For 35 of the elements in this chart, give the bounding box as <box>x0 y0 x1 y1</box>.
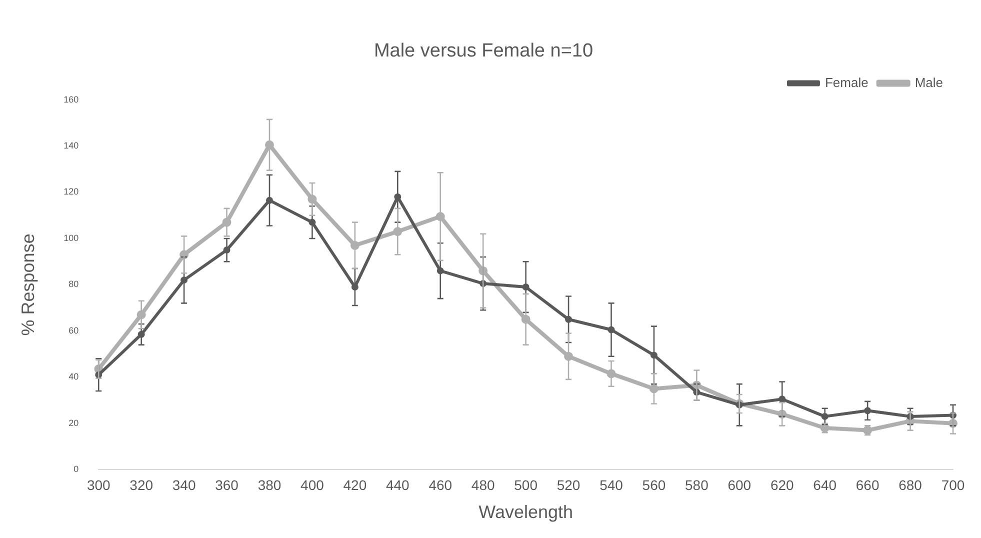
legend-label: Female <box>824 74 868 90</box>
x-tick-label: 420 <box>343 476 367 493</box>
x-tick-label: 360 <box>215 476 239 493</box>
x-tick-label: 340 <box>172 476 196 493</box>
x-tick-label: 500 <box>514 476 538 493</box>
x-tick-label: 440 <box>386 476 410 493</box>
x-tick-label: 700 <box>941 476 965 493</box>
x-tick-label: 580 <box>685 476 709 493</box>
x-tick-label: 520 <box>556 476 580 493</box>
y-tick-label: 160 <box>64 94 79 104</box>
x-tick-label: 660 <box>856 476 880 493</box>
x-tick-label: 480 <box>471 476 495 493</box>
x-tick-label: 300 <box>86 476 111 493</box>
legend-label: Male <box>914 74 944 90</box>
y-tick-label: 40 <box>68 372 79 382</box>
x-tick-label: 680 <box>898 476 922 493</box>
x-tick-label: 460 <box>428 476 452 493</box>
x-axis-title: Wavelength <box>478 502 574 522</box>
x-tick-label: 640 <box>813 476 837 493</box>
x-tick-label: 620 <box>770 476 794 493</box>
y-tick-label: 100 <box>64 232 79 243</box>
x-tick-label: 400 <box>300 476 324 493</box>
chart-title: Male versus Female n=10 <box>374 40 594 62</box>
y-tick-label: 20 <box>68 418 79 428</box>
y-axis-title: % Response <box>18 234 38 336</box>
x-tick-label: 600 <box>728 476 752 493</box>
x-tick-label: 320 <box>130 476 154 493</box>
y-tick-label: 80 <box>68 279 79 290</box>
x-tick-label: 380 <box>258 476 282 493</box>
x-tick-label: 540 <box>600 476 624 493</box>
y-tick-label: 0 <box>74 464 79 474</box>
y-tick-label: 140 <box>64 140 79 151</box>
y-tick-label: 120 <box>64 186 79 197</box>
x-tick-label: 560 <box>642 476 666 493</box>
y-tick-label: 60 <box>68 325 79 336</box>
